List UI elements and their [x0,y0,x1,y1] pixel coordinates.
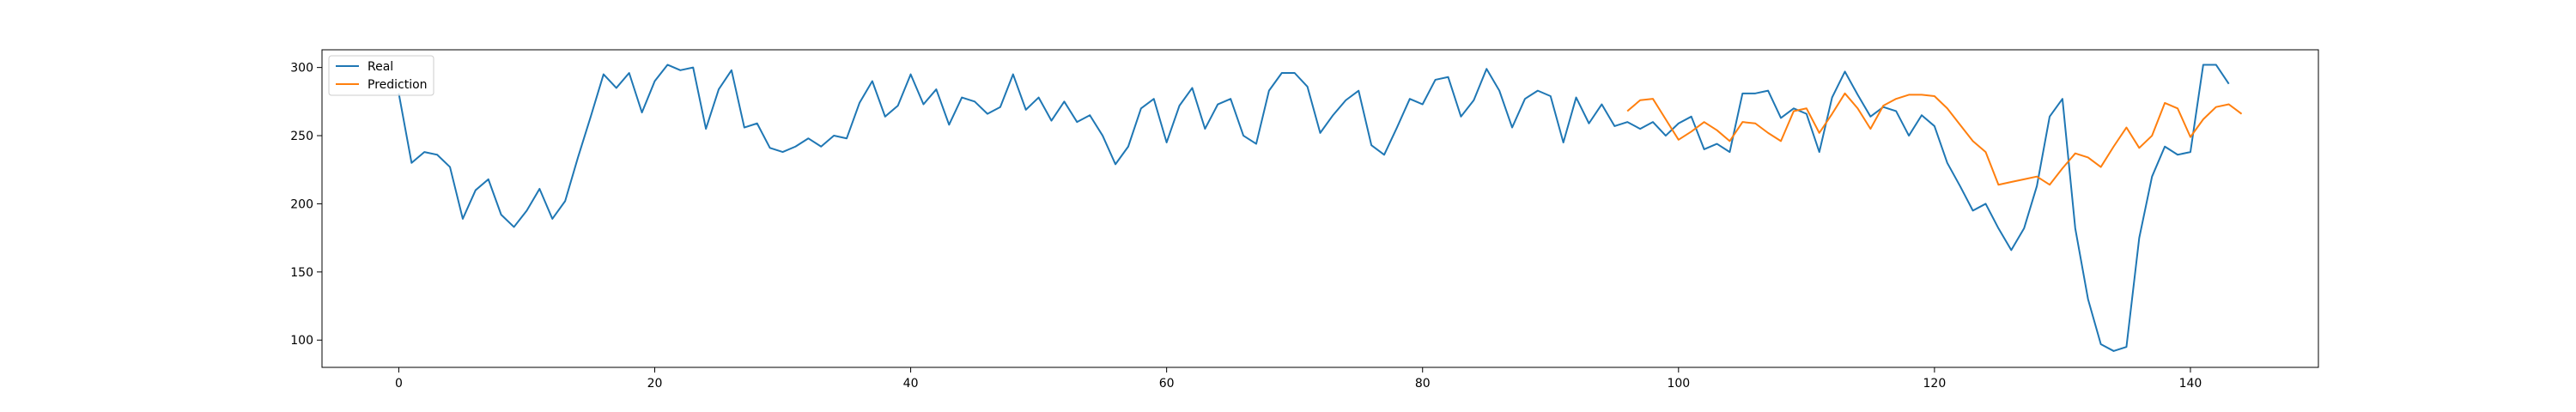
x-tick-label: 60 [1159,377,1175,391]
y-tick-label: 150 [290,266,313,280]
x-tick-label: 40 [903,377,919,391]
x-tick-label: 0 [395,377,403,391]
series-layer [398,64,2243,352]
x-tick-label: 20 [647,377,663,391]
x-tick-label: 120 [1923,377,1947,391]
y-tick-label: 100 [290,334,313,348]
series-line-real [398,64,2230,352]
x-tick-label: 100 [1667,377,1690,391]
legend-label-real: Real [368,60,393,74]
series-line-prediction [1626,92,2243,186]
y-tick-label: 200 [290,197,313,211]
legend-label-prediction: Prediction [368,78,428,92]
y-tick-label: 250 [290,130,313,143]
legend: Real Prediction [328,55,434,96]
axis-ticks: 0 20 40 60 80 100 120 140 100 150 200 250 300 [290,62,2202,391]
x-tick-label: 80 [1415,377,1431,391]
x-tick-label: 140 [2179,377,2202,391]
plot-area-frame [321,49,2319,368]
y-tick-label: 300 [290,62,313,76]
